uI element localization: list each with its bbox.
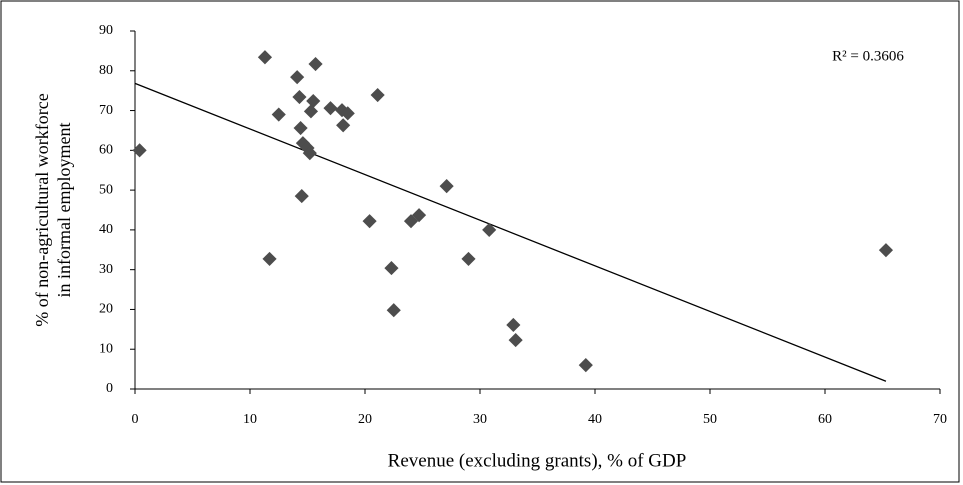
data-point bbox=[290, 70, 305, 85]
data-point bbox=[340, 106, 355, 121]
x-tick-label: 30 bbox=[473, 412, 487, 427]
data-point bbox=[362, 214, 377, 229]
y-axis-label: % of non-agricultural workforce bbox=[32, 93, 52, 326]
x-tick-label: 10 bbox=[243, 412, 257, 427]
data-point bbox=[411, 208, 427, 223]
y-tick-label: 80 bbox=[99, 63, 113, 78]
x-tick-label: 50 bbox=[703, 412, 717, 427]
data-point bbox=[323, 101, 338, 116]
data-point bbox=[262, 251, 277, 266]
data-point bbox=[302, 146, 317, 161]
data-point bbox=[294, 189, 309, 204]
data-point bbox=[303, 104, 319, 119]
data-point bbox=[306, 93, 321, 109]
x-axis-label: Revenue (excluding grants), % of GDP bbox=[388, 450, 687, 471]
y-tick-label: 30 bbox=[99, 262, 113, 277]
y-tick-label: 60 bbox=[99, 143, 113, 158]
r-squared-annotation: R² = 0.3606 bbox=[832, 48, 904, 64]
data-point bbox=[370, 87, 385, 103]
data-point bbox=[271, 107, 286, 122]
data-point bbox=[308, 56, 323, 72]
y-tick-label: 0 bbox=[106, 381, 113, 396]
y-tick-label: 20 bbox=[99, 302, 113, 317]
data-point bbox=[386, 303, 401, 318]
x-tick-label: 60 bbox=[818, 412, 832, 427]
data-point bbox=[384, 261, 399, 276]
x-tick-label: 70 bbox=[933, 412, 947, 427]
data-point bbox=[461, 251, 476, 266]
y-tick-label: 10 bbox=[99, 341, 113, 356]
y-tick-label: 40 bbox=[99, 222, 113, 237]
data-point bbox=[578, 358, 593, 373]
y-axis-label: in informal employment bbox=[54, 123, 74, 298]
y-tick-label: 70 bbox=[99, 103, 113, 118]
data-point bbox=[482, 222, 497, 237]
data-point bbox=[336, 118, 351, 133]
y-tick-label: 90 bbox=[99, 23, 113, 38]
x-tick-label: 0 bbox=[132, 412, 139, 427]
data-point bbox=[257, 50, 273, 65]
y-tick-label: 50 bbox=[99, 182, 113, 197]
trendline bbox=[134, 82, 887, 382]
data-point bbox=[439, 179, 454, 194]
data-point bbox=[132, 143, 147, 158]
x-tick-label: 40 bbox=[588, 412, 602, 427]
data-point bbox=[292, 89, 307, 105]
data-point bbox=[878, 243, 894, 258]
x-tick-label: 20 bbox=[358, 412, 372, 427]
